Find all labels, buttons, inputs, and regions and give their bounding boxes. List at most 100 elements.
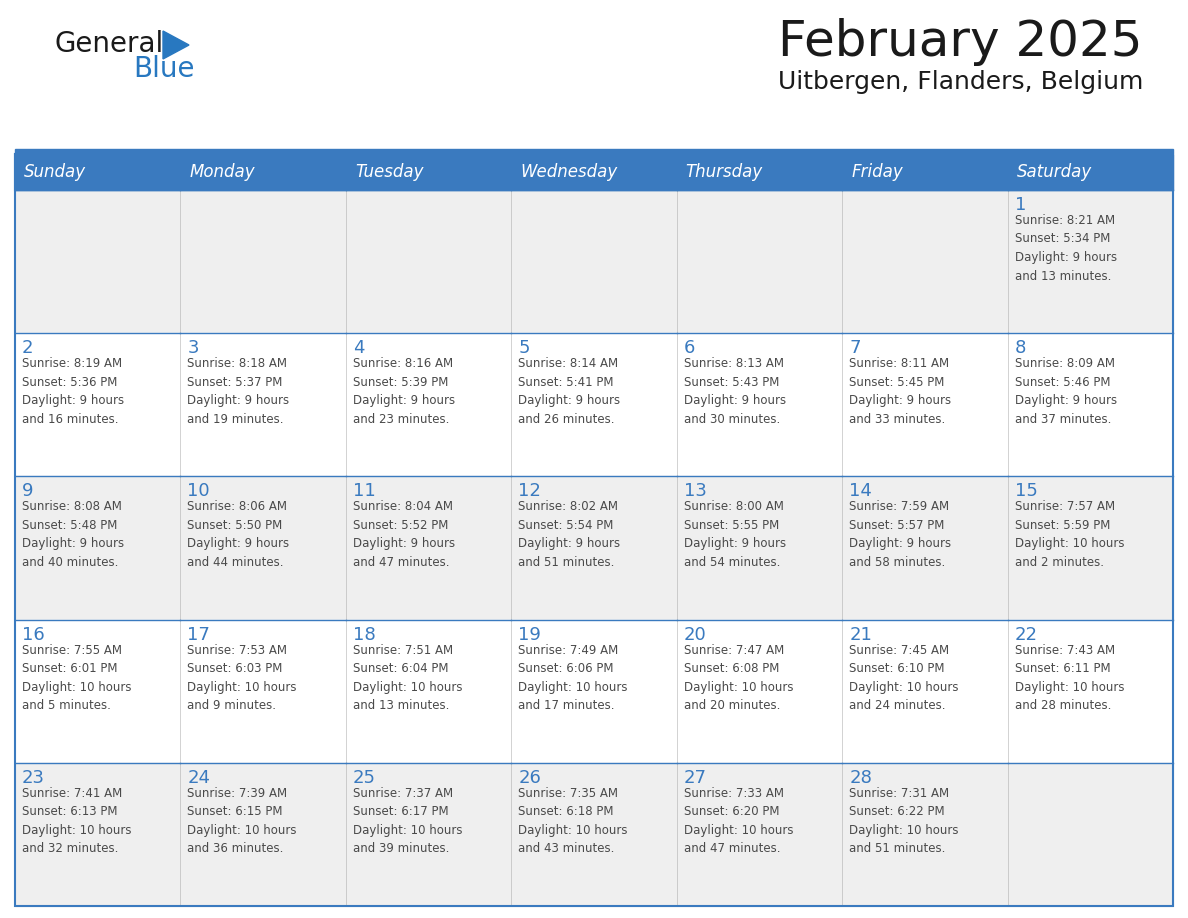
- Text: 6: 6: [684, 339, 695, 357]
- Bar: [1007, 154, 1173, 190]
- Text: 27: 27: [684, 768, 707, 787]
- Text: 7: 7: [849, 339, 860, 357]
- Text: 20: 20: [684, 625, 707, 644]
- Text: 4: 4: [353, 339, 365, 357]
- Text: Sunrise: 8:08 AM
Sunset: 5:48 PM
Daylight: 9 hours
and 40 minutes.: Sunrise: 8:08 AM Sunset: 5:48 PM Dayligh…: [23, 500, 124, 569]
- Bar: [181, 763, 346, 906]
- Text: Sunrise: 8:09 AM
Sunset: 5:46 PM
Daylight: 9 hours
and 37 minutes.: Sunrise: 8:09 AM Sunset: 5:46 PM Dayligh…: [1015, 357, 1117, 426]
- Text: 5: 5: [518, 339, 530, 357]
- Text: 28: 28: [849, 768, 872, 787]
- Text: Sunrise: 7:39 AM
Sunset: 6:15 PM
Daylight: 10 hours
and 36 minutes.: Sunrise: 7:39 AM Sunset: 6:15 PM Dayligh…: [188, 787, 297, 856]
- Bar: [15, 154, 1173, 190]
- Bar: [15, 149, 1173, 153]
- Bar: [511, 190, 677, 333]
- Bar: [181, 476, 346, 620]
- Bar: [15, 476, 181, 620]
- Text: General: General: [55, 30, 164, 58]
- Bar: [677, 763, 842, 906]
- Text: Sunrise: 7:31 AM
Sunset: 6:22 PM
Daylight: 10 hours
and 51 minutes.: Sunrise: 7:31 AM Sunset: 6:22 PM Dayligh…: [849, 787, 959, 856]
- Bar: [842, 620, 1007, 763]
- Text: 11: 11: [353, 482, 375, 500]
- Bar: [842, 154, 1007, 190]
- Text: 12: 12: [518, 482, 542, 500]
- Text: Thursday: Thursday: [685, 163, 763, 181]
- Bar: [181, 154, 346, 190]
- Bar: [677, 154, 842, 190]
- Text: Sunrise: 7:49 AM
Sunset: 6:06 PM
Daylight: 10 hours
and 17 minutes.: Sunrise: 7:49 AM Sunset: 6:06 PM Dayligh…: [518, 644, 627, 712]
- Bar: [1007, 620, 1173, 763]
- Text: Saturday: Saturday: [1017, 163, 1092, 181]
- Text: Sunrise: 7:45 AM
Sunset: 6:10 PM
Daylight: 10 hours
and 24 minutes.: Sunrise: 7:45 AM Sunset: 6:10 PM Dayligh…: [849, 644, 959, 712]
- Bar: [677, 333, 842, 476]
- Bar: [181, 190, 346, 333]
- Text: 3: 3: [188, 339, 198, 357]
- Bar: [1007, 476, 1173, 620]
- Text: 17: 17: [188, 625, 210, 644]
- Bar: [15, 154, 181, 190]
- Text: 22: 22: [1015, 625, 1037, 644]
- Bar: [346, 763, 511, 906]
- Text: 1: 1: [1015, 196, 1026, 214]
- Text: 24: 24: [188, 768, 210, 787]
- Text: Sunrise: 8:06 AM
Sunset: 5:50 PM
Daylight: 9 hours
and 44 minutes.: Sunrise: 8:06 AM Sunset: 5:50 PM Dayligh…: [188, 500, 290, 569]
- Bar: [511, 763, 677, 906]
- Bar: [346, 154, 511, 190]
- Bar: [346, 476, 511, 620]
- Text: Sunrise: 8:19 AM
Sunset: 5:36 PM
Daylight: 9 hours
and 16 minutes.: Sunrise: 8:19 AM Sunset: 5:36 PM Dayligh…: [23, 357, 124, 426]
- Text: 13: 13: [684, 482, 707, 500]
- Text: 19: 19: [518, 625, 542, 644]
- Text: Sunrise: 7:35 AM
Sunset: 6:18 PM
Daylight: 10 hours
and 43 minutes.: Sunrise: 7:35 AM Sunset: 6:18 PM Dayligh…: [518, 787, 627, 856]
- Text: Sunrise: 8:16 AM
Sunset: 5:39 PM
Daylight: 9 hours
and 23 minutes.: Sunrise: 8:16 AM Sunset: 5:39 PM Dayligh…: [353, 357, 455, 426]
- Bar: [842, 476, 1007, 620]
- Text: 10: 10: [188, 482, 210, 500]
- Text: Sunrise: 8:13 AM
Sunset: 5:43 PM
Daylight: 9 hours
and 30 minutes.: Sunrise: 8:13 AM Sunset: 5:43 PM Dayligh…: [684, 357, 785, 426]
- Bar: [1007, 190, 1173, 333]
- Text: Friday: Friday: [851, 163, 903, 181]
- Bar: [346, 333, 511, 476]
- Text: Sunrise: 7:51 AM
Sunset: 6:04 PM
Daylight: 10 hours
and 13 minutes.: Sunrise: 7:51 AM Sunset: 6:04 PM Dayligh…: [353, 644, 462, 712]
- Text: 26: 26: [518, 768, 542, 787]
- Text: Monday: Monday: [189, 163, 255, 181]
- Bar: [511, 476, 677, 620]
- Bar: [842, 333, 1007, 476]
- Text: 18: 18: [353, 625, 375, 644]
- Text: Sunrise: 8:00 AM
Sunset: 5:55 PM
Daylight: 9 hours
and 54 minutes.: Sunrise: 8:00 AM Sunset: 5:55 PM Dayligh…: [684, 500, 785, 569]
- Bar: [677, 620, 842, 763]
- Text: Sunrise: 8:21 AM
Sunset: 5:34 PM
Daylight: 9 hours
and 13 minutes.: Sunrise: 8:21 AM Sunset: 5:34 PM Dayligh…: [1015, 214, 1117, 283]
- Bar: [1007, 333, 1173, 476]
- Text: Sunrise: 8:11 AM
Sunset: 5:45 PM
Daylight: 9 hours
and 33 minutes.: Sunrise: 8:11 AM Sunset: 5:45 PM Dayligh…: [849, 357, 952, 426]
- Text: Sunrise: 7:57 AM
Sunset: 5:59 PM
Daylight: 10 hours
and 2 minutes.: Sunrise: 7:57 AM Sunset: 5:59 PM Dayligh…: [1015, 500, 1124, 569]
- Bar: [677, 190, 842, 333]
- Text: Sunrise: 7:55 AM
Sunset: 6:01 PM
Daylight: 10 hours
and 5 minutes.: Sunrise: 7:55 AM Sunset: 6:01 PM Dayligh…: [23, 644, 132, 712]
- Bar: [15, 620, 181, 763]
- Bar: [15, 763, 181, 906]
- Bar: [346, 620, 511, 763]
- Bar: [511, 333, 677, 476]
- Polygon shape: [163, 31, 189, 59]
- Text: Sunrise: 8:18 AM
Sunset: 5:37 PM
Daylight: 9 hours
and 19 minutes.: Sunrise: 8:18 AM Sunset: 5:37 PM Dayligh…: [188, 357, 290, 426]
- Text: 25: 25: [353, 768, 375, 787]
- Text: Sunrise: 8:04 AM
Sunset: 5:52 PM
Daylight: 9 hours
and 47 minutes.: Sunrise: 8:04 AM Sunset: 5:52 PM Dayligh…: [353, 500, 455, 569]
- Bar: [511, 154, 677, 190]
- Text: Blue: Blue: [133, 55, 195, 83]
- Text: 16: 16: [23, 625, 45, 644]
- Text: Sunday: Sunday: [24, 163, 86, 181]
- Text: Sunrise: 7:43 AM
Sunset: 6:11 PM
Daylight: 10 hours
and 28 minutes.: Sunrise: 7:43 AM Sunset: 6:11 PM Dayligh…: [1015, 644, 1124, 712]
- Bar: [346, 190, 511, 333]
- Text: Wednesday: Wednesday: [520, 163, 618, 181]
- Text: 8: 8: [1015, 339, 1026, 357]
- Text: 14: 14: [849, 482, 872, 500]
- Text: Sunrise: 7:47 AM
Sunset: 6:08 PM
Daylight: 10 hours
and 20 minutes.: Sunrise: 7:47 AM Sunset: 6:08 PM Dayligh…: [684, 644, 794, 712]
- Text: Sunrise: 8:14 AM
Sunset: 5:41 PM
Daylight: 9 hours
and 26 minutes.: Sunrise: 8:14 AM Sunset: 5:41 PM Dayligh…: [518, 357, 620, 426]
- Text: 21: 21: [849, 625, 872, 644]
- Bar: [181, 620, 346, 763]
- Bar: [842, 763, 1007, 906]
- Bar: [511, 620, 677, 763]
- Text: Uitbergen, Flanders, Belgium: Uitbergen, Flanders, Belgium: [778, 70, 1143, 94]
- Text: Sunrise: 7:41 AM
Sunset: 6:13 PM
Daylight: 10 hours
and 32 minutes.: Sunrise: 7:41 AM Sunset: 6:13 PM Dayligh…: [23, 787, 132, 856]
- Text: Tuesday: Tuesday: [355, 163, 423, 181]
- Bar: [842, 190, 1007, 333]
- Bar: [15, 333, 181, 476]
- Bar: [677, 476, 842, 620]
- Text: 2: 2: [23, 339, 33, 357]
